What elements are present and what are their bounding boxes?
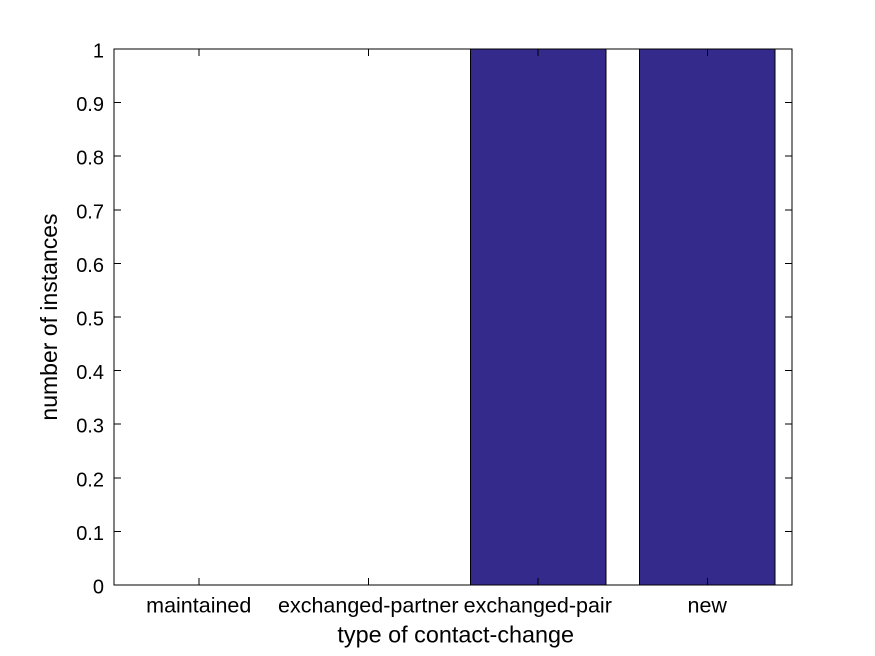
svg-text:0.7: 0.7	[76, 201, 104, 223]
svg-text:exchanged-partner: exchanged-partner	[278, 593, 458, 617]
svg-text:0: 0	[93, 577, 104, 599]
svg-text:0.4: 0.4	[76, 362, 104, 384]
svg-text:new: new	[688, 593, 728, 617]
svg-text:0.1: 0.1	[76, 523, 104, 545]
svg-text:0.8: 0.8	[76, 148, 104, 170]
svg-text:1: 1	[93, 41, 104, 63]
svg-text:0.5: 0.5	[76, 309, 104, 331]
svg-text:0.6: 0.6	[76, 255, 104, 277]
svg-text:0.9: 0.9	[76, 94, 104, 116]
svg-text:0.2: 0.2	[76, 469, 104, 491]
svg-text:exchanged-pair: exchanged-pair	[464, 593, 612, 617]
svg-text:type of contact-change: type of contact-change	[337, 622, 574, 648]
svg-text:number of instances: number of instances	[36, 213, 62, 420]
svg-text:maintained: maintained	[146, 593, 251, 617]
svg-text:0.3: 0.3	[76, 416, 104, 438]
